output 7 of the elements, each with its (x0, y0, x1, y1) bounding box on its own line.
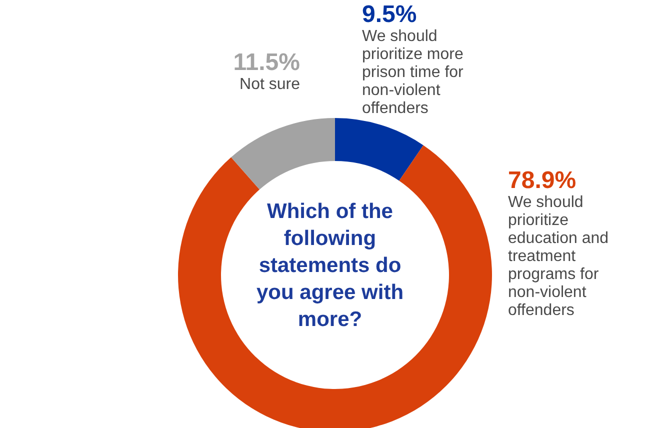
slice-label: We should prioritize more prison time for non-violent offenders (362, 28, 464, 118)
data-label: 78.9% (508, 167, 578, 194)
slice-label: We should prioritize education and treatment programs for non-violent offenders (508, 194, 610, 320)
data-label: 9.5% (362, 1, 418, 28)
slice-label: Not sure (238, 76, 300, 94)
text: Which of the following statements do you agree with more? (255, 199, 405, 333)
data-label: 11.5% (232, 49, 300, 76)
